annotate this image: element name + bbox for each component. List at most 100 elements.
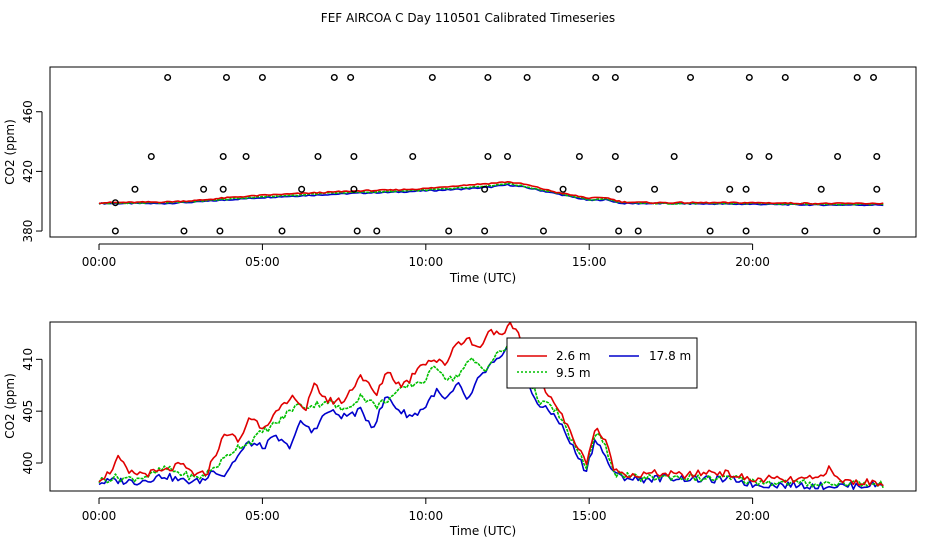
legend-label-9-5m: 9.5 m <box>556 366 591 380</box>
top-flag-marker <box>242 152 250 160</box>
top-flag-marker <box>111 199 119 207</box>
top-panel: 00:00 05:00 10:00 15:00 20:00 380 420 460 Time… <box>3 66 917 285</box>
top-y-tick-label: 460 <box>21 100 35 123</box>
top-y-tick-label: 420 <box>21 160 35 183</box>
bottom-x-tick-label: 15:00 <box>572 509 607 523</box>
top-x-tick-label: 20:00 <box>735 255 770 269</box>
top-flag-marker <box>347 73 355 81</box>
bottom-series-lines <box>98 321 885 491</box>
top-flag-marker <box>742 227 750 235</box>
top-flag-marker <box>670 152 678 160</box>
bottom-y-axis: 400 405 410 <box>21 348 43 475</box>
top-flag-marker <box>853 73 861 81</box>
top-flag-marker <box>873 152 881 160</box>
top-flag-marker <box>559 185 567 193</box>
top-flag-marker <box>575 152 583 160</box>
top-flag-marker <box>539 227 547 235</box>
top-flag-marker <box>484 73 492 81</box>
top-flag-marker <box>373 227 381 235</box>
top-y-axis: 380 420 460 <box>21 100 43 243</box>
top-flag-marker <box>278 227 286 235</box>
top-flag-marker <box>504 152 512 160</box>
top-flag-marker <box>634 227 642 235</box>
top-flag-marker <box>481 185 489 193</box>
top-flag-marker <box>258 73 266 81</box>
top-flag-marker <box>222 73 230 81</box>
top-flag-marker <box>409 152 417 160</box>
bottom-x-tick-label: 10:00 <box>409 509 444 523</box>
top-flag-marker <box>219 152 227 160</box>
top-y-tick-label: 380 <box>21 220 35 243</box>
top-flag-marker <box>781 73 789 81</box>
bottom-x-tick-label: 05:00 <box>245 509 280 523</box>
top-flag-marker <box>765 152 773 160</box>
top-x-axis: 00:00 05:00 10:00 15:00 20:00 <box>82 243 770 269</box>
bottom-y-axis-label: CO2 (ppm) <box>3 373 17 439</box>
top-flag-marker <box>817 185 825 193</box>
top-flag-marker <box>481 227 489 235</box>
top-flag-marker <box>611 73 619 81</box>
top-flag-marker <box>353 227 361 235</box>
top-y-axis-label: CO2 (ppm) <box>3 119 17 185</box>
top-flag-marker <box>314 152 322 160</box>
legend-box <box>506 337 698 389</box>
top-flag-marker <box>742 185 750 193</box>
top-x-tick-label: 00:00 <box>82 255 117 269</box>
top-flag-marker <box>219 185 227 193</box>
legend: 2.6 m 9.5 m 17.8 m <box>506 337 698 389</box>
top-plot-frame <box>49 66 917 238</box>
top-flag-marker <box>200 185 208 193</box>
legend-label-17-8m: 17.8 m <box>649 349 691 363</box>
top-flag-marker <box>726 185 734 193</box>
top-x-tick-label: 05:00 <box>245 255 280 269</box>
top-flag-marker <box>484 152 492 160</box>
top-flag-marker <box>428 73 436 81</box>
top-flag-marker <box>164 73 172 81</box>
bottom-y-tick-label: 400 <box>21 452 35 475</box>
top-flag-marker <box>870 73 878 81</box>
bottom-y-tick-label: 405 <box>21 400 35 423</box>
top-flag-markers <box>111 73 881 235</box>
top-flag-marker <box>651 185 659 193</box>
top-flag-marker <box>706 227 714 235</box>
bottom-panel: 00:00 05:00 10:00 15:00 20:00 400 405 410 Time… <box>3 321 917 538</box>
top-flag-marker <box>147 152 155 160</box>
top-series-17-8m <box>98 183 884 207</box>
top-flag-marker <box>592 73 600 81</box>
top-flag-marker <box>873 227 881 235</box>
top-flag-marker <box>611 152 619 160</box>
top-flag-marker <box>523 73 531 81</box>
top-x-tick-label: 15:00 <box>572 255 607 269</box>
bottom-x-axis-label: Time (UTC) <box>449 524 516 538</box>
top-x-tick-label: 10:00 <box>409 255 444 269</box>
top-flag-marker <box>615 185 623 193</box>
top-flag-marker <box>873 185 881 193</box>
top-series-2-6m <box>98 181 884 205</box>
legend-label-2-6m: 2.6 m <box>556 349 591 363</box>
bottom-x-axis: 00:00 05:00 10:00 15:00 20:00 <box>82 497 770 523</box>
figure-title: FEF AIRCOA C Day 110501 Calibrated Times… <box>321 11 615 25</box>
top-flag-marker <box>687 73 695 81</box>
top-flag-marker <box>350 152 358 160</box>
top-flag-marker <box>330 73 338 81</box>
bottom-series-2-6m <box>98 321 884 487</box>
top-flag-marker <box>350 185 358 193</box>
top-flag-marker <box>111 227 119 235</box>
top-x-axis-label: Time (UTC) <box>449 271 516 285</box>
top-flag-marker <box>801 227 809 235</box>
top-flag-marker <box>180 227 188 235</box>
bottom-x-tick-label: 20:00 <box>735 509 770 523</box>
bottom-x-tick-label: 00:00 <box>82 509 117 523</box>
top-series-lines <box>98 181 884 207</box>
top-flag-marker <box>745 152 753 160</box>
bottom-plot-frame <box>49 321 917 492</box>
top-flag-marker <box>834 152 842 160</box>
top-flag-marker <box>298 185 306 193</box>
top-flag-marker <box>445 227 453 235</box>
top-flag-marker <box>131 185 139 193</box>
bottom-y-tick-label: 410 <box>21 348 35 371</box>
top-flag-marker <box>615 227 623 235</box>
bottom-series-9-5m <box>98 340 885 489</box>
top-flag-marker <box>745 73 753 81</box>
